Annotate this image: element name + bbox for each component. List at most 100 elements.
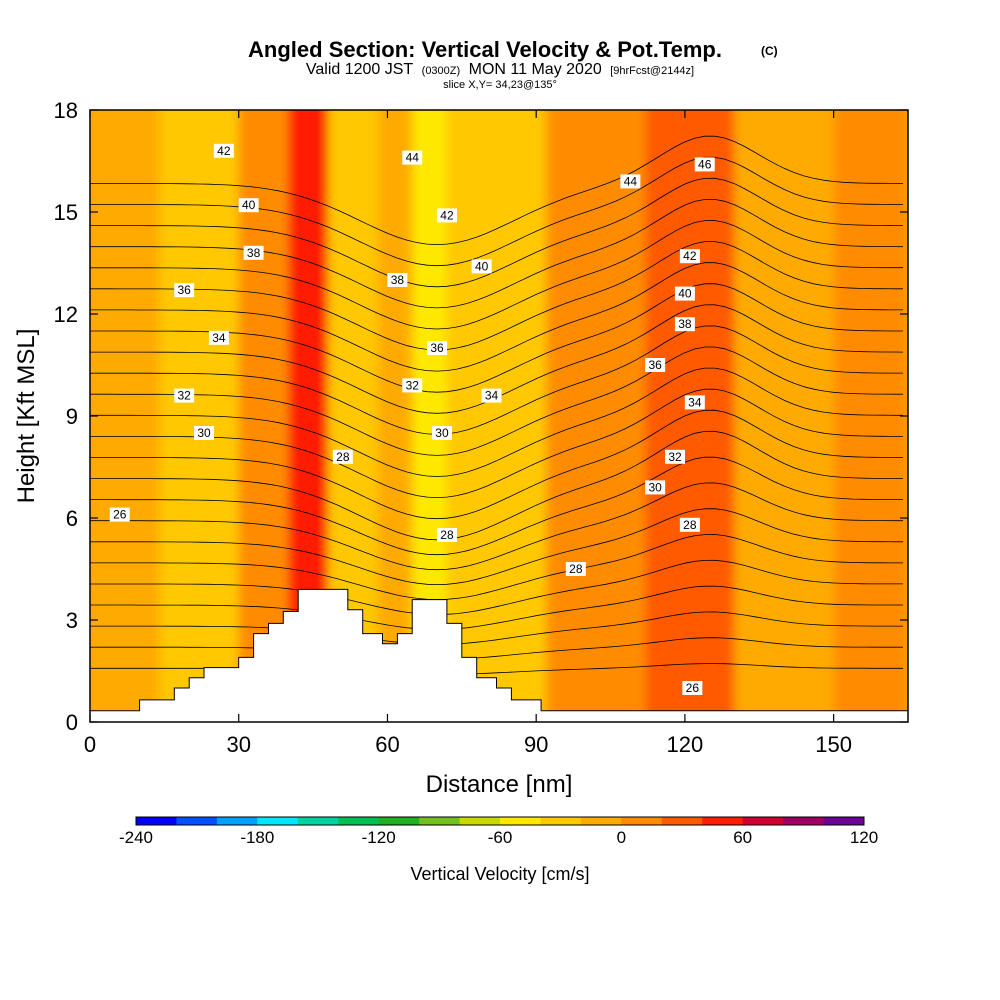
x-tick-label: 60 — [375, 732, 399, 757]
contour-label-box — [620, 174, 641, 189]
isentrope-line — [90, 177, 903, 288]
contour-label: 38 — [243, 245, 264, 260]
isentrope-line — [90, 198, 904, 309]
contour-label-text: 40 — [475, 259, 489, 273]
contour-label: 34 — [684, 395, 705, 410]
colorbar-swatch — [783, 817, 825, 825]
colorbar-swatch — [661, 817, 703, 825]
contour-label-box — [238, 198, 259, 213]
contour-label: 26 — [109, 507, 130, 522]
contour-label-text: 28 — [440, 528, 454, 542]
colorbar-swatch — [216, 817, 258, 825]
contour-label-box — [194, 426, 215, 440]
title-unit-tag: (C) — [761, 44, 778, 58]
chart-title: Angled Section: Vertical Velocity & Pot.… — [248, 37, 722, 62]
contour-label-text: 36 — [178, 283, 192, 297]
contour-label-box — [174, 283, 195, 298]
isentrope-line — [90, 388, 903, 499]
plot-area: 26 28 28 28 28 26 30 30 30 32 32 32 34 34 34 36 36 36 38 38… — [90, 110, 908, 722]
isentrope-line — [90, 559, 903, 616]
contour-label-text: 26 — [113, 508, 127, 522]
velocity-band — [90, 110, 160, 722]
contour-label-box — [387, 273, 408, 287]
contour-label-text: 32 — [178, 389, 192, 403]
contour-label-box — [402, 150, 423, 165]
colorbar-swatch — [338, 817, 380, 825]
x-tick-label: 30 — [226, 732, 250, 757]
contour-label-box — [436, 208, 457, 223]
colorbar-swatch — [823, 817, 865, 825]
colorbar-swatch — [378, 817, 420, 825]
contour-label-box — [674, 286, 695, 301]
contour-label-text: 28 — [683, 518, 697, 532]
contour-label-box — [174, 388, 195, 403]
contour-label-box — [694, 157, 715, 172]
isentrope-line — [90, 241, 903, 351]
y-tick-label: 6 — [66, 506, 78, 531]
contour-label: 36 — [174, 283, 195, 298]
y-axis-label: Height [Kft MSL] — [13, 329, 40, 504]
terrain — [90, 588, 908, 722]
contour-label-text: 42 — [217, 144, 231, 158]
isentrope-line — [90, 430, 903, 541]
contour-label-box — [471, 259, 492, 274]
contour-label: 32 — [174, 388, 195, 403]
contour-label-text: 32 — [668, 450, 682, 464]
colorbar-swatch — [257, 817, 299, 825]
isentrope-line — [90, 156, 903, 267]
subtitle-valid: Valid 1200 JST — [306, 61, 414, 78]
contour-label-text: 32 — [406, 378, 420, 392]
contour-label-text: 30 — [648, 480, 662, 494]
subtitle-forecast: [9hrFcst@2144z] — [610, 65, 694, 77]
contour-label-text: 44 — [406, 151, 420, 165]
y-tick-label: 12 — [54, 302, 78, 327]
colorbar-swatch — [459, 817, 501, 825]
contour-label: 26 — [682, 681, 703, 695]
contour-label: 42 — [436, 208, 457, 223]
contour-label: 28 — [565, 562, 586, 576]
x-axis-label: Distance [nm] — [426, 771, 573, 798]
contour-label: 42 — [213, 143, 234, 158]
contour-label-box — [332, 449, 353, 464]
contour-label: 42 — [679, 249, 700, 264]
contour-label-box — [208, 330, 229, 345]
contour-label-box — [664, 449, 685, 464]
contour-label: 30 — [431, 426, 452, 440]
contour-label-box — [481, 388, 502, 403]
isentrope-line — [90, 534, 903, 601]
contour-label: 28 — [679, 517, 700, 532]
contour-label-box — [684, 395, 705, 410]
contour-label-text: 34 — [212, 331, 226, 345]
contour-labels: 26 28 28 28 28 26 30 30 30 32 32 32 34 34 34 36 36 36 38 38… — [109, 143, 715, 695]
contour-label-text: 46 — [698, 157, 712, 171]
contour-label: 28 — [436, 528, 457, 542]
contour-label-box — [109, 507, 130, 522]
x-tick-label: 0 — [84, 732, 96, 757]
contour-label: 32 — [664, 449, 685, 464]
contour-label: 40 — [674, 286, 695, 301]
contour-label-text: 38 — [391, 273, 405, 287]
contour-label: 36 — [427, 341, 448, 355]
chart-subtitle: Valid 1200 JST (0300Z) MON 11 May 2020 [… — [306, 61, 694, 78]
colorbar-tick-label: 120 — [850, 828, 878, 847]
contour-label: 28 — [332, 449, 353, 464]
contour-label-text: 36 — [430, 341, 444, 355]
contour-label-box — [243, 245, 264, 260]
isentrope-line — [90, 262, 903, 372]
contour-label-box — [213, 143, 234, 158]
velocity-band — [645, 110, 735, 722]
isentrope-line — [90, 456, 903, 556]
isentrope-line — [90, 135, 903, 246]
y-tick-label: 0 — [66, 710, 78, 735]
isentrope-line — [90, 367, 903, 477]
contour-label: 40 — [238, 198, 259, 213]
colorbar-tick-label: -240 — [119, 828, 153, 847]
contour-label: 36 — [645, 358, 666, 372]
contour-label: 30 — [194, 426, 215, 440]
colorbar-swatch — [297, 817, 339, 825]
velocity-band — [734, 110, 834, 722]
x-tick-label: 120 — [667, 732, 704, 757]
contour-label-text: 40 — [678, 287, 692, 301]
